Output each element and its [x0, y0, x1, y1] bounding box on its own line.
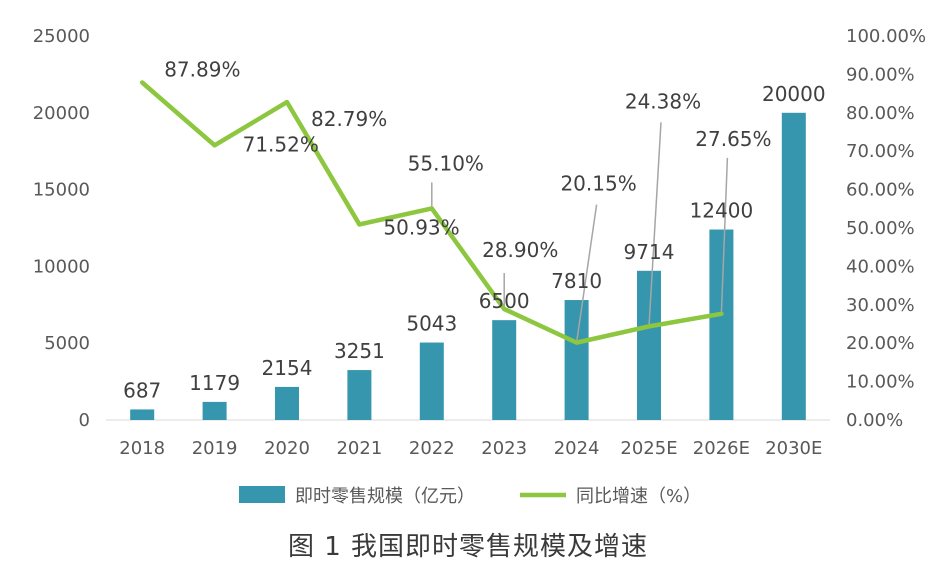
bar: [781, 112, 806, 421]
y-right-tick-label: 10.00%: [846, 372, 915, 393]
y-left-tick-label: 20000: [33, 103, 90, 124]
y-right-tick-label: 0.00%: [846, 410, 903, 431]
axes: 0 5000 10000 15000 20000 25000 0.00% 10.00% 20.0…: [33, 26, 926, 459]
x-tick-label: 2025E: [620, 438, 677, 459]
y-right-tick-label: 50.00%: [846, 218, 915, 239]
leader-lines: [431, 122, 729, 343]
bar-data-label: 6500: [479, 289, 530, 313]
bar-data-label: 9714: [624, 240, 675, 264]
bar-data-label: 5043: [406, 312, 457, 336]
line-data-label: 28.90%: [482, 238, 558, 262]
line-data-label: 50.93%: [383, 215, 459, 239]
y-right-tick-label: 70.00%: [846, 141, 915, 162]
bar: [202, 401, 227, 420]
bar-data-label: 1179: [189, 371, 240, 395]
line-data-label: 55.10%: [408, 151, 484, 175]
legend-swatch-bar: [239, 486, 285, 503]
y-left-tick-label: 0: [79, 410, 90, 431]
bar-data-label: 12400: [690, 199, 754, 223]
growth-line: [139, 80, 724, 345]
y-right-tick-label: 20.00%: [846, 333, 915, 354]
growth-line-series: [139, 80, 724, 345]
bar: [130, 409, 155, 420]
y-left-tick-label: 10000: [33, 256, 90, 277]
leader-line: [575, 204, 598, 343]
line-data-label: 82.79%: [311, 107, 387, 131]
line-data-label: 20.15%: [560, 172, 636, 196]
chart: 0 5000 10000 15000 20000 25000 0.00% 10.00% 20.0…: [33, 26, 926, 507]
line-data-label: 24.38%: [625, 89, 701, 113]
y-right-tick-label: 100.00%: [846, 26, 926, 47]
bar: [564, 300, 589, 420]
bar-data-label: 3251: [334, 339, 385, 363]
y-left-tick-label: 5000: [44, 333, 90, 354]
legend: 即时零售规模（亿元） 同比增速（%）: [239, 486, 701, 507]
y-right-tick-label: 60.00%: [846, 180, 915, 201]
bar-data-label: 2154: [262, 356, 313, 380]
x-tick-label: 2024: [554, 438, 600, 459]
leader-line: [720, 157, 729, 314]
figure-caption: 图 1 我国即时零售规模及增速: [287, 532, 649, 562]
line-data-label: 71.52%: [243, 132, 319, 156]
bar-data-label: 687: [123, 378, 161, 402]
x-tick-label: 2019: [192, 438, 238, 459]
bar: [709, 229, 734, 420]
y-right-tick-label: 80.00%: [846, 103, 915, 124]
x-tick-label: 2022: [409, 438, 455, 459]
y-right-tick-label: 40.00%: [846, 256, 915, 277]
bar-data-label: 20000: [762, 82, 826, 106]
x-tick-label: 2026E: [693, 438, 750, 459]
bar: [637, 270, 661, 420]
legend-label-line: 同比增速（%）: [576, 486, 701, 507]
x-tick-label: 2020: [264, 438, 310, 459]
y-left-tick-label: 25000: [33, 26, 90, 47]
x-tick-label: 2023: [481, 438, 527, 459]
x-tick-label: 2021: [336, 438, 382, 459]
data-labels: 687 1179 2154 3251 5043 6500 7810 9714 12400 2000…: [123, 58, 826, 403]
y-right-tick-label: 30.00%: [846, 295, 915, 316]
bar: [275, 386, 299, 420]
line-data-label: 27.65%: [695, 127, 771, 151]
x-tick-label: 2030E: [765, 438, 822, 459]
bar: [492, 320, 517, 420]
legend-label-bar: 即时零售规模（亿元）: [295, 486, 475, 507]
bar-series: [130, 112, 806, 421]
bar: [347, 370, 372, 420]
x-tick-label: 2018: [119, 438, 165, 459]
bar: [419, 342, 444, 420]
line-data-label: 87.89%: [164, 58, 240, 82]
bar-data-label: 7810: [551, 269, 602, 293]
leader-line: [648, 122, 662, 327]
y-left-tick-label: 15000: [33, 180, 90, 201]
y-right-tick-label: 90.00%: [846, 64, 915, 85]
